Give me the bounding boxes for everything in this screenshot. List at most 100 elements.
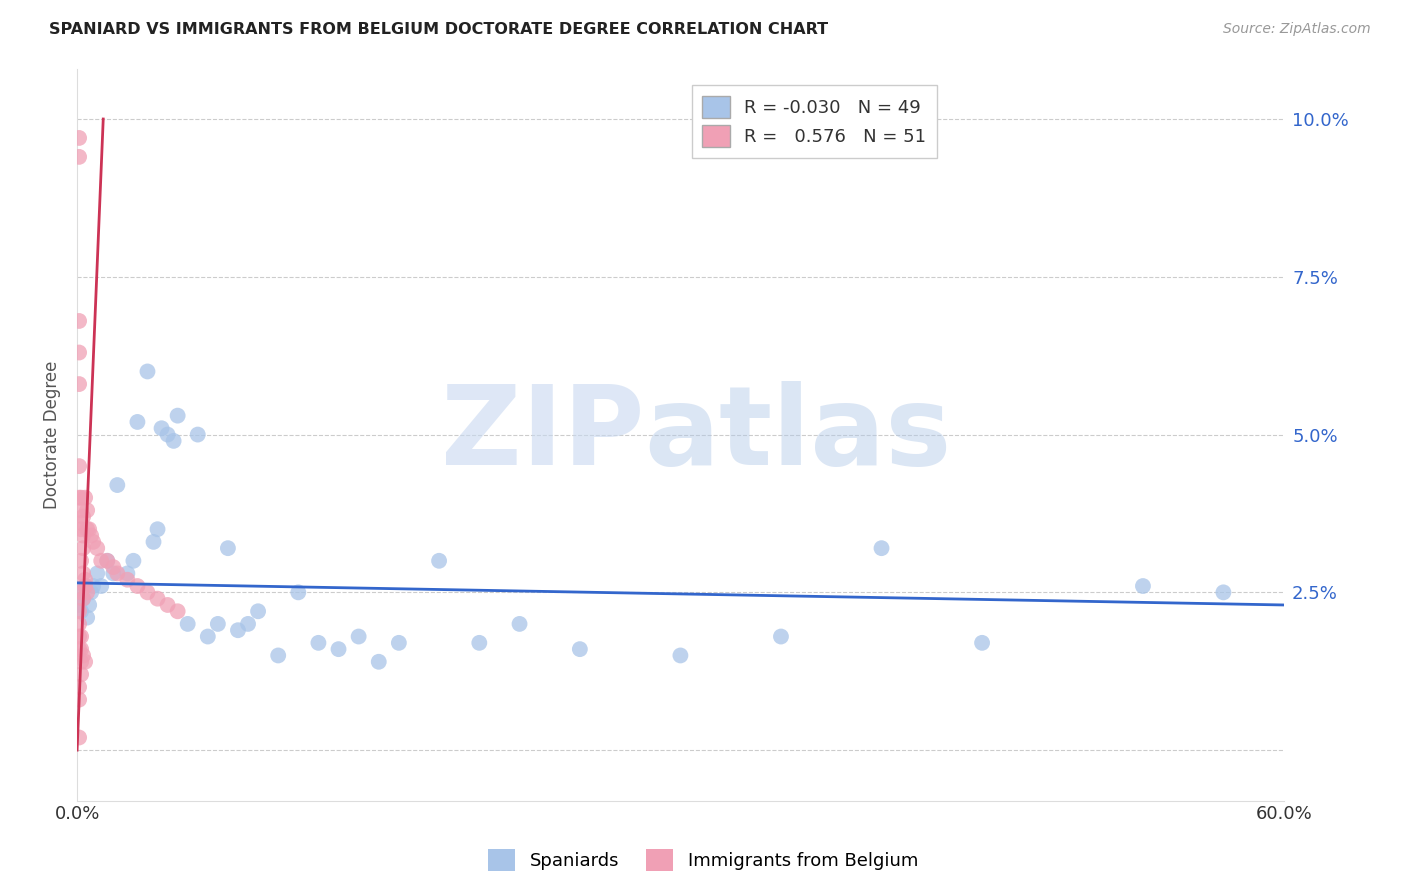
Point [247, 604, 270, 618]
Text: atlas: atlas [644, 381, 952, 488]
Point [76, 610, 98, 624]
Point [67, 459, 90, 474]
Point [67, 345, 90, 359]
Legend: Spaniards, Immigrants from Belgium: Spaniards, Immigrants from Belgium [481, 842, 925, 879]
Point [86, 566, 108, 581]
Point [166, 604, 188, 618]
Point [67, 680, 90, 694]
Point [267, 648, 290, 663]
Point [70, 604, 93, 618]
Point [156, 427, 179, 442]
Point [1132, 579, 1154, 593]
Point [72, 591, 94, 606]
Point [90, 554, 112, 568]
Point [76, 503, 98, 517]
Point [217, 541, 239, 556]
Point [67, 616, 90, 631]
Point [226, 624, 249, 638]
Point [127, 579, 149, 593]
Point [187, 427, 209, 442]
Point [122, 554, 145, 568]
Point [150, 421, 173, 435]
Point [236, 616, 259, 631]
Point [142, 534, 165, 549]
Point [75, 579, 97, 593]
Point [90, 579, 112, 593]
Point [307, 636, 329, 650]
Point [67, 131, 90, 145]
Point [156, 598, 179, 612]
Point [72, 648, 94, 663]
Point [76, 522, 98, 536]
Point [70, 516, 93, 530]
Point [347, 630, 370, 644]
Point [146, 591, 169, 606]
Point [103, 560, 125, 574]
Point [146, 522, 169, 536]
Point [75, 579, 97, 593]
Point [70, 655, 93, 669]
Point [207, 616, 229, 631]
Point [70, 585, 93, 599]
Point [70, 585, 93, 599]
Text: ZIP: ZIP [441, 381, 644, 488]
Point [70, 554, 93, 568]
Point [70, 630, 93, 644]
Legend: R = -0.030   N = 49, R =   0.576   N = 51: R = -0.030 N = 49, R = 0.576 N = 51 [692, 85, 936, 158]
Point [75, 573, 97, 587]
Point [67, 604, 90, 618]
Point [67, 377, 90, 392]
Point [72, 541, 94, 556]
Point [117, 573, 139, 587]
Point [67, 150, 90, 164]
Point [328, 642, 350, 657]
Point [427, 554, 450, 568]
Point [72, 528, 94, 542]
Point [67, 598, 90, 612]
Point [568, 642, 591, 657]
Text: SPANIARD VS IMMIGRANTS FROM BELGIUM DOCTORATE DEGREE CORRELATION CHART: SPANIARD VS IMMIGRANTS FROM BELGIUM DOCT… [49, 22, 828, 37]
Point [67, 630, 90, 644]
Point [468, 636, 491, 650]
Point [669, 648, 692, 663]
Point [136, 585, 159, 599]
Point [72, 591, 94, 606]
Point [509, 616, 531, 631]
Point [70, 503, 93, 517]
Point [67, 314, 90, 328]
Point [67, 491, 90, 505]
Point [67, 692, 90, 706]
Point [75, 655, 97, 669]
Point [177, 616, 200, 631]
Point [72, 566, 94, 581]
Point [105, 478, 128, 492]
Point [103, 566, 125, 581]
Point [367, 655, 389, 669]
Point [72, 509, 94, 524]
Point [70, 642, 93, 657]
Point [197, 630, 219, 644]
Point [96, 554, 118, 568]
Point [136, 364, 159, 378]
Point [80, 528, 103, 542]
Point [82, 579, 104, 593]
Point [77, 522, 100, 536]
Point [870, 541, 893, 556]
Point [127, 415, 149, 429]
Point [80, 585, 103, 599]
Y-axis label: Doctorate Degree: Doctorate Degree [44, 360, 60, 508]
Point [70, 522, 93, 536]
Point [117, 566, 139, 581]
Point [86, 541, 108, 556]
Point [769, 630, 792, 644]
Point [96, 554, 118, 568]
Point [105, 566, 128, 581]
Point [77, 598, 100, 612]
Point [1212, 585, 1234, 599]
Point [70, 491, 93, 505]
Point [166, 409, 188, 423]
Point [388, 636, 411, 650]
Point [970, 636, 993, 650]
Point [287, 585, 309, 599]
Point [67, 642, 90, 657]
